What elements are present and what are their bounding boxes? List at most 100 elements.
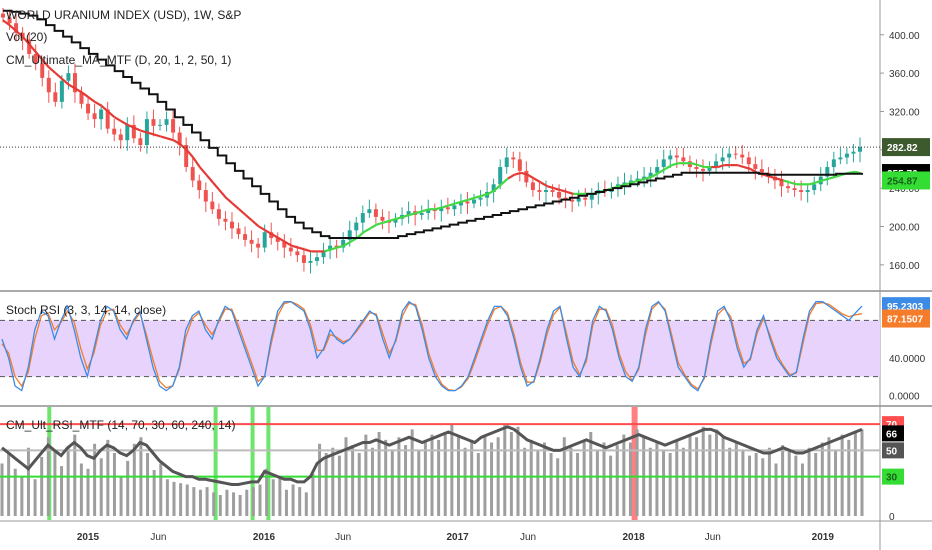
- rsi-histogram-bar: [218, 495, 222, 516]
- rsi-histogram-bar: [99, 458, 103, 516]
- fast-ma-segment: [363, 227, 371, 234]
- rsi-histogram-bar: [13, 468, 17, 516]
- candle-body: [543, 190, 548, 192]
- rsi-histogram-bar: [245, 489, 249, 516]
- rsi-histogram-bar: [324, 453, 328, 516]
- rsi-histogram-bar: [20, 476, 24, 516]
- candle-body: [831, 159, 836, 168]
- fast-ma-segment: [100, 104, 109, 113]
- fast-ma-segment: [8, 24, 17, 32]
- candle-body: [92, 113, 97, 120]
- candle-body: [740, 154, 745, 158]
- rsi-histogram-bar: [33, 479, 37, 516]
- fast-ma-segment: [442, 204, 450, 209]
- candle-body: [759, 168, 764, 173]
- rsi-signal-highlight: [250, 407, 255, 520]
- rsi-histogram-bar: [741, 450, 745, 516]
- candle-body: [27, 39, 32, 54]
- candle-body: [537, 190, 542, 192]
- fast-ma-segment: [435, 206, 443, 211]
- candle-body: [308, 260, 313, 263]
- candle-body: [661, 159, 666, 168]
- rsi-histogram-bar: [212, 492, 216, 516]
- candle-body: [33, 53, 38, 64]
- candle-body: [753, 164, 758, 169]
- candle-body: [236, 228, 241, 235]
- rsi-histogram-bar: [370, 447, 374, 516]
- fast-ma-segment: [527, 173, 535, 180]
- rsi-histogram-bar: [298, 487, 302, 516]
- candle-body: [321, 250, 326, 258]
- rsi-histogram-bar: [800, 463, 804, 516]
- candle-body: [105, 109, 110, 129]
- rsi-histogram-bar: [225, 489, 229, 516]
- rsi-histogram-bar: [542, 442, 546, 516]
- rsi-histogram-bar: [708, 434, 712, 516]
- rsi-histogram-bar: [7, 453, 11, 516]
- rsi-histogram-bar: [589, 432, 593, 516]
- fast-ma-segment: [343, 240, 352, 247]
- candle-body: [570, 199, 575, 202]
- fast-ma-segment: [717, 164, 725, 169]
- candle-body: [197, 180, 202, 191]
- candle-body: [53, 92, 58, 102]
- rsi-histogram-bar: [271, 479, 275, 516]
- fast-ma-segment: [376, 221, 384, 226]
- time-axis-label: Jun: [335, 532, 351, 543]
- rsi-histogram-bar: [774, 463, 778, 516]
- candle-body: [557, 191, 562, 198]
- candle-body: [256, 243, 261, 248]
- fast-ma-segment: [389, 217, 397, 222]
- candle-body: [347, 230, 352, 240]
- candle-body: [472, 199, 477, 204]
- rsi-histogram-bar: [40, 456, 44, 516]
- candle-body: [458, 201, 463, 206]
- rsi-histogram-bar: [834, 450, 838, 516]
- fast-ma-segment: [776, 177, 784, 182]
- candle-body: [504, 157, 509, 168]
- fast-ma-segment: [185, 149, 194, 159]
- fast-ma-segment: [769, 175, 778, 180]
- fast-ma-segment: [737, 164, 745, 169]
- stoch-legend: Stoch RSI (3, 3, 14, 14, close): [6, 303, 167, 317]
- rsi-histogram-bar: [331, 447, 335, 516]
- slow-ma-line: [3, 9, 863, 239]
- rsi-level-tag-bg: [882, 442, 904, 459]
- fast-ma-segment: [107, 110, 116, 119]
- rsi-histogram-bar: [847, 439, 851, 516]
- rsi-histogram-bar: [582, 439, 586, 516]
- candle-body: [203, 190, 208, 202]
- rsi-histogram-bar: [635, 429, 639, 516]
- rsi-histogram-bar: [602, 442, 606, 516]
- candle-body: [700, 168, 705, 171]
- rsi-histogram-bar: [595, 450, 599, 516]
- candle-body: [655, 167, 660, 173]
- rsi-level-tag: 30: [886, 473, 898, 484]
- rsi-histogram-bar: [655, 442, 659, 516]
- rsi-histogram-bar: [351, 445, 355, 516]
- fast-ma-segment: [546, 185, 555, 190]
- fast-ma-segment: [15, 30, 24, 38]
- rsi-histogram-bar: [106, 439, 110, 516]
- fast-ma-segment: [166, 137, 174, 142]
- fast-ma-segment: [671, 162, 679, 167]
- stoch-d-line: [1, 301, 863, 392]
- rsi-histogram-bar: [576, 453, 580, 516]
- rsi-histogram-bar: [503, 424, 507, 516]
- rsi-histogram-bar: [549, 453, 553, 516]
- fast-ma-tag-bg: [882, 171, 930, 190]
- candle-body: [99, 109, 104, 120]
- fast-ma-segment: [21, 35, 31, 46]
- fast-ma-segment: [153, 133, 161, 138]
- candle-body: [7, 17, 12, 24]
- candle-body: [648, 172, 653, 177]
- fast-ma-segment: [68, 83, 76, 90]
- fast-ma-segment: [330, 246, 338, 251]
- fast-ma-tag: 254.87: [887, 176, 918, 187]
- rsi-histogram-bar: [404, 445, 408, 516]
- rsi-histogram-bar: [165, 479, 169, 516]
- candle-body: [79, 92, 84, 104]
- rsi-line: [1, 425, 863, 486]
- fast-ma-segment: [514, 171, 522, 176]
